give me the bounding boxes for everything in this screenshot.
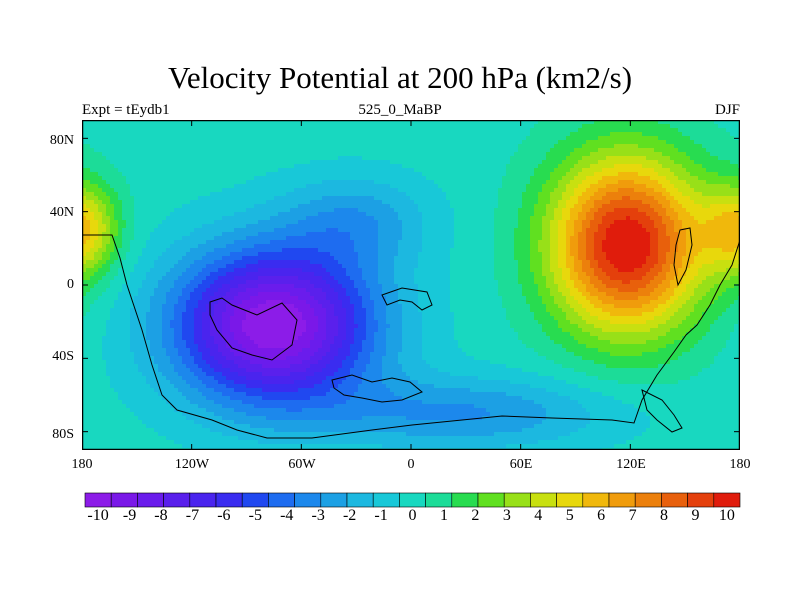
x-tick-label: 180 (729, 457, 751, 472)
coastline (209, 297, 298, 361)
colorbar-label: 5 (565, 507, 574, 524)
colorbar-label: 6 (597, 507, 606, 524)
x-tick-label: 60W (288, 457, 316, 472)
colorbar-label: -1 (374, 507, 388, 524)
season-label: DJF (714, 102, 740, 118)
colorbar-swatch (84, 492, 112, 508)
colorbar-swatch (372, 492, 400, 508)
coastline (641, 389, 683, 433)
velocity-potential-field (82, 120, 740, 450)
x-tick-label: 120W (174, 457, 210, 472)
coastline (381, 287, 433, 311)
colorbar-swatch (137, 492, 164, 508)
map-plot-area (82, 120, 740, 450)
plot-title: Velocity Potential at 200 hPa (km2/s) (167, 60, 633, 95)
coastline (673, 227, 693, 287)
colorbar-swatch (556, 492, 584, 508)
colorbar-label: 10 (718, 507, 735, 524)
colorbar-label: -2 (342, 507, 357, 524)
colorbar-label: 4 (534, 507, 543, 524)
colorbar-swatch (110, 492, 138, 508)
colorbar-label: 3 (502, 507, 511, 524)
x-tick-label: 180 (71, 457, 93, 472)
run-label: 525_0_MaBP (358, 102, 442, 118)
colorbar-label: -5 (248, 507, 262, 524)
colorbar (84, 492, 741, 508)
colorbar-swatch (241, 492, 269, 508)
colorbar-swatch (687, 492, 715, 508)
colorbar-label: 2 (471, 507, 480, 524)
colorbar-label: -4 (280, 507, 294, 524)
y-tick-label: 80N (49, 133, 74, 148)
y-tick-label: 0 (67, 277, 74, 292)
contour-map (82, 120, 740, 450)
colorbar-swatch (582, 492, 610, 508)
colorbar-label: 9 (691, 507, 700, 524)
colorbar-swatch (215, 492, 243, 508)
colorbar-label: -8 (154, 507, 168, 524)
colorbar-label: 1 (439, 507, 448, 524)
coastline (331, 374, 423, 403)
colorbar-swatch (503, 492, 531, 508)
colorbar-swatch (294, 492, 322, 508)
colorbar-swatch (477, 492, 505, 508)
axis-ticks (82, 120, 740, 450)
colorbar-swatch (451, 492, 479, 508)
colorbar-label: -6 (217, 507, 231, 524)
colorbar-swatch (268, 492, 295, 508)
colorbar-label: 7 (628, 507, 637, 524)
colorbar-swatch (634, 492, 662, 508)
coastlines (82, 227, 740, 439)
colorbar-swatch (346, 492, 374, 508)
colorbar-swatch (530, 492, 557, 508)
colorbar-swatch (189, 492, 217, 508)
colorbar-label: 8 (660, 507, 669, 524)
colorbar-label: 0 (408, 507, 417, 524)
colorbar-label: -3 (311, 507, 325, 524)
colorbar-swatch (320, 492, 348, 508)
colorbar-label: -10 (87, 507, 109, 524)
colorbar-swatch (608, 492, 636, 508)
colorbar-swatch (163, 492, 191, 508)
colorbar-label: -7 (185, 507, 200, 524)
coastline (82, 234, 740, 439)
colorbar-swatch (713, 492, 741, 508)
y-tick-label: 40S (52, 349, 74, 364)
colorbar-label: -9 (122, 507, 137, 524)
y-tick-label: 40N (49, 205, 74, 220)
x-tick-label: 120E (616, 457, 646, 472)
colorbar-swatch (425, 492, 453, 508)
colorbar-swatch (399, 492, 426, 508)
colorbar-swatch (661, 492, 688, 508)
x-tick-label: 60E (509, 457, 533, 472)
experiment-label: Expt = tEydb1 (82, 102, 170, 118)
y-tick-label: 80S (52, 427, 74, 442)
x-tick-label: 0 (407, 457, 415, 472)
